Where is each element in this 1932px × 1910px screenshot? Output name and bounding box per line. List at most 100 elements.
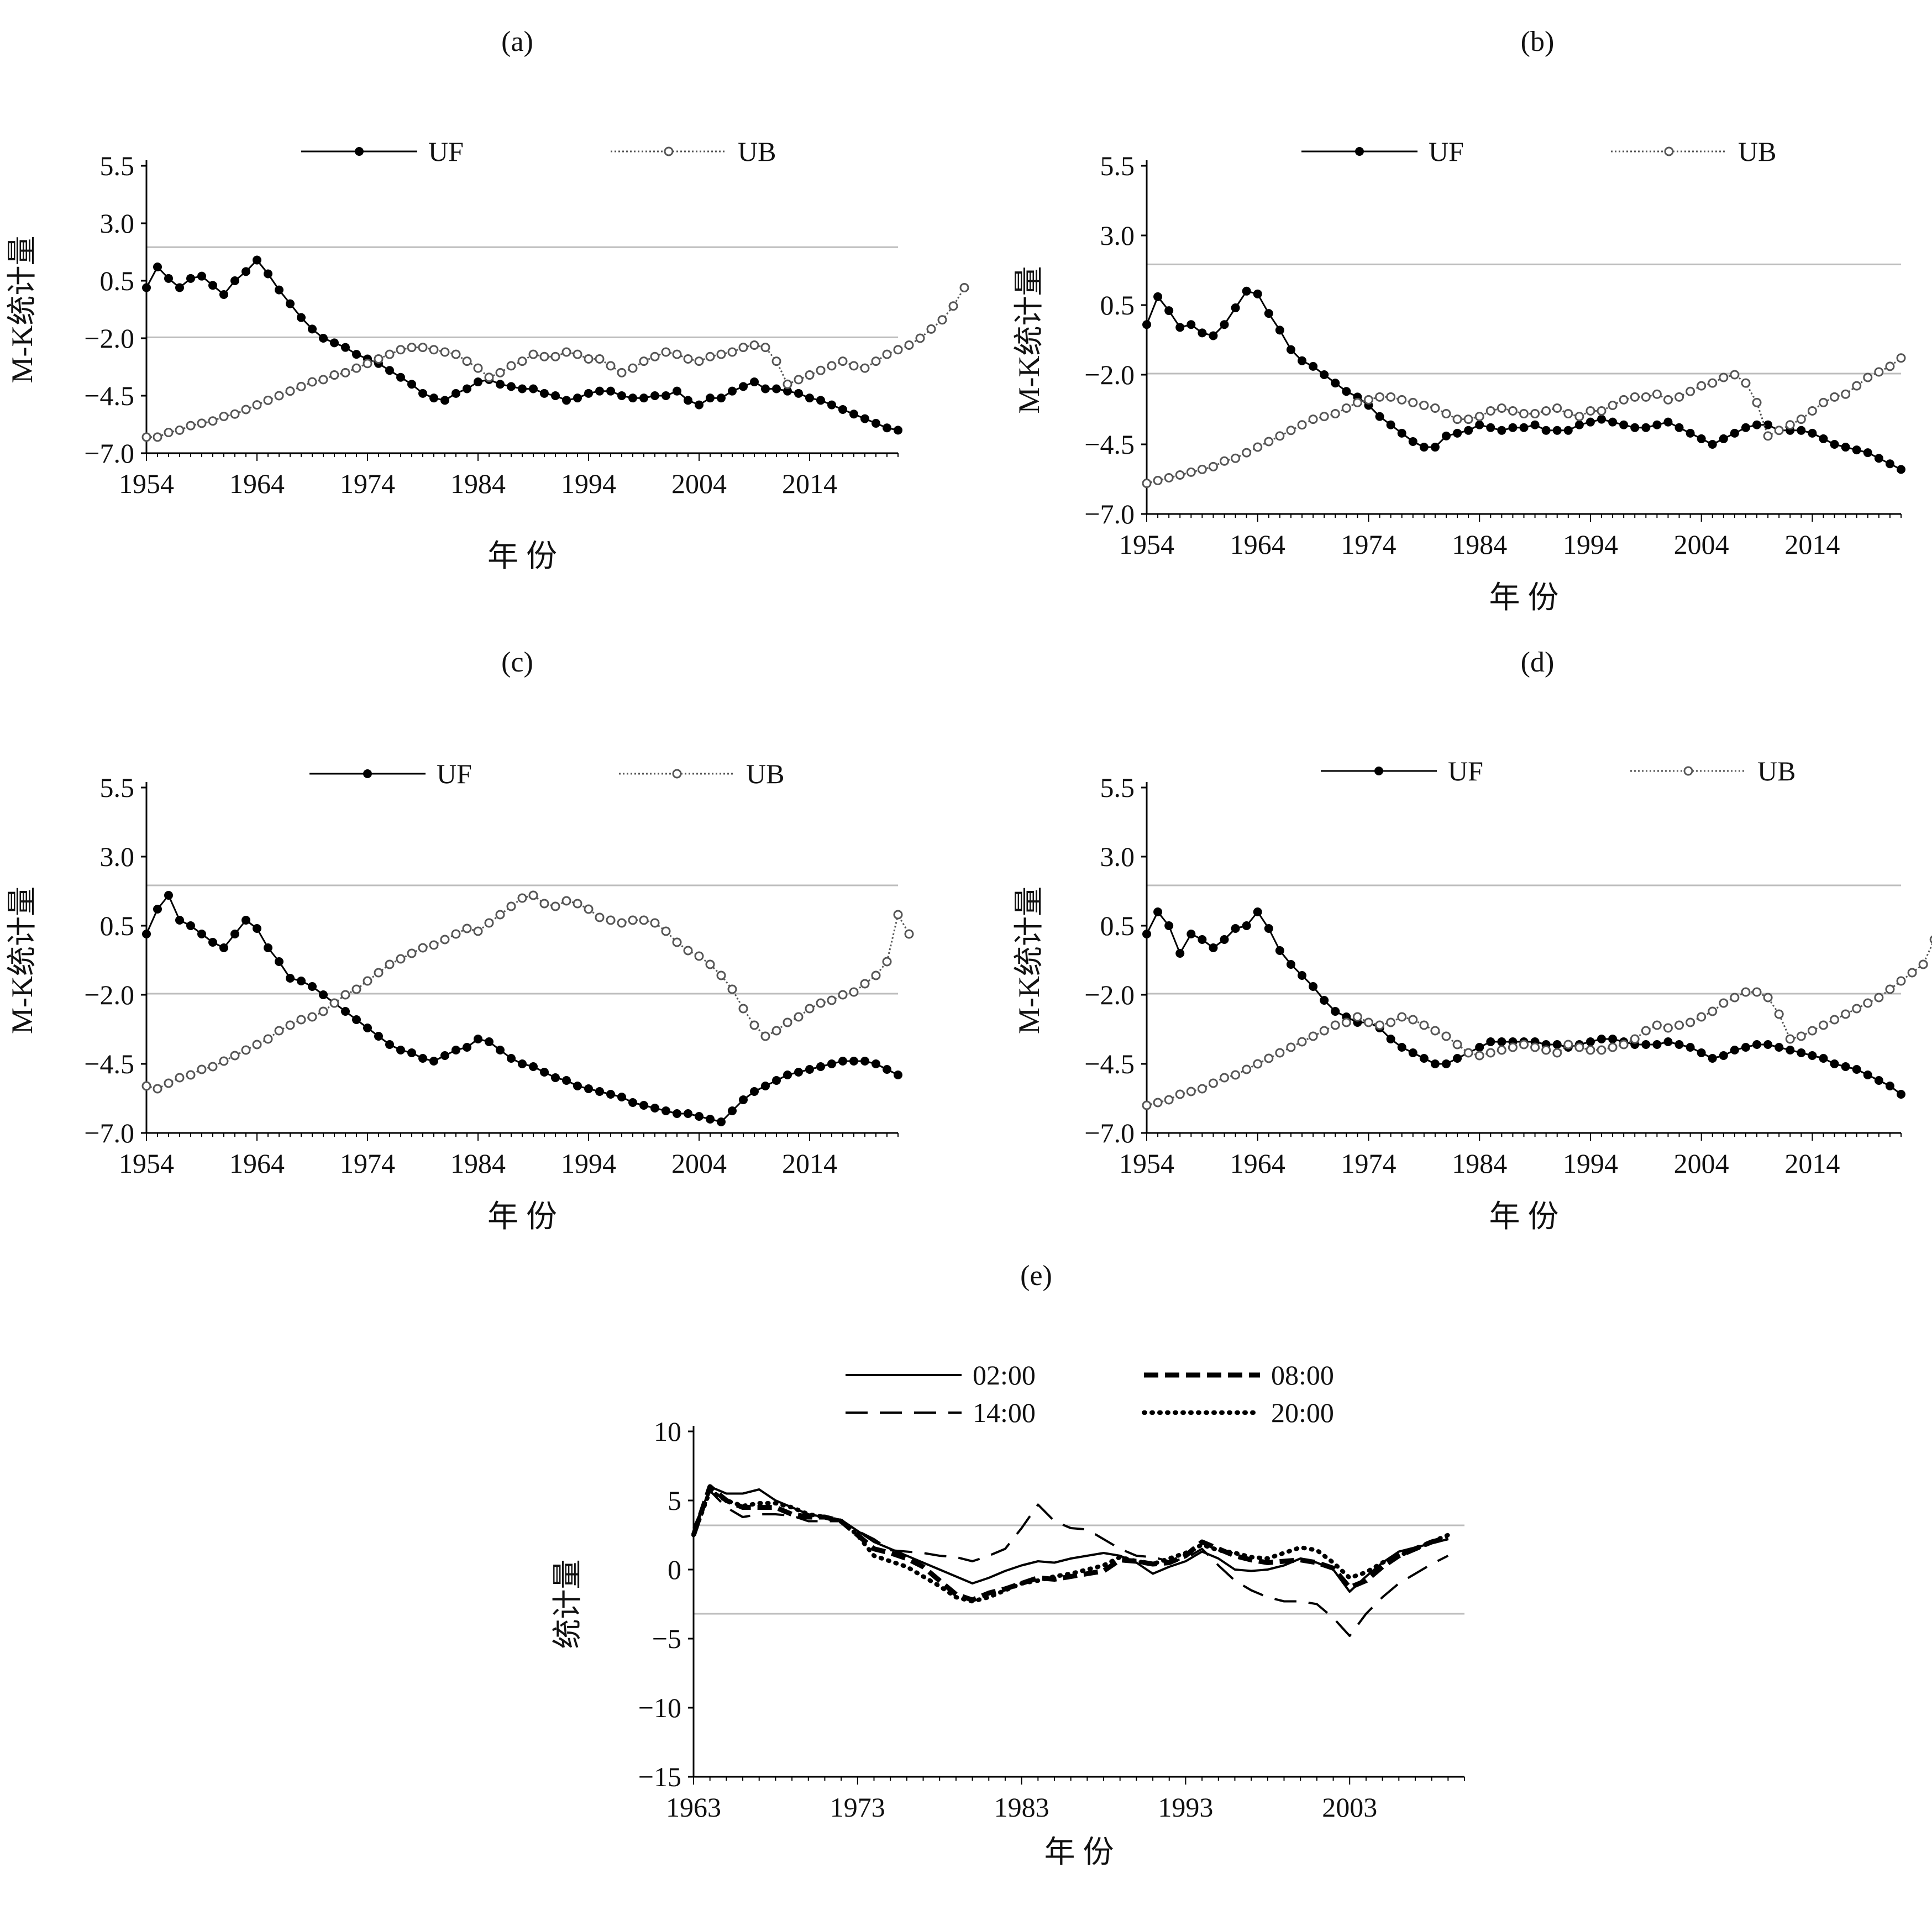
x-tick-label: 2014 xyxy=(1784,1148,1840,1179)
data-point xyxy=(230,1051,240,1061)
data-point xyxy=(518,384,527,393)
data-point xyxy=(1874,454,1883,463)
data-point xyxy=(1309,982,1318,991)
data-point xyxy=(1597,414,1607,424)
data-point xyxy=(1663,1023,1673,1033)
data-point xyxy=(672,937,682,947)
data-point xyxy=(1686,428,1695,438)
data-point xyxy=(429,1057,438,1066)
data-point xyxy=(1929,935,1932,944)
x-axis-title: 年 份 xyxy=(487,1200,557,1234)
x-tick-label: 1974 xyxy=(1341,529,1396,560)
legend-marker xyxy=(363,769,372,778)
data-point xyxy=(838,405,847,414)
data-point xyxy=(849,1057,858,1066)
data-point xyxy=(1397,1043,1406,1052)
data-point xyxy=(1153,907,1163,916)
x-tick-label: 1994 xyxy=(561,1148,616,1179)
data-point xyxy=(783,379,792,389)
data-point xyxy=(1841,1009,1851,1019)
data-point xyxy=(650,391,659,400)
data-point xyxy=(573,899,582,909)
data-point xyxy=(694,356,704,366)
data-point xyxy=(1375,412,1384,421)
data-point xyxy=(1674,1040,1684,1049)
y-tick-label: 0.5 xyxy=(1100,910,1135,941)
data-point xyxy=(551,1073,560,1082)
data-point xyxy=(1674,392,1684,402)
data-point xyxy=(1186,1087,1196,1096)
y-tick-label: 3.0 xyxy=(1100,220,1135,251)
data-point xyxy=(242,916,250,925)
data-point xyxy=(484,918,494,928)
data-point xyxy=(1220,1073,1230,1083)
data-point xyxy=(838,356,848,366)
data-point xyxy=(1142,320,1151,329)
data-point xyxy=(1142,1100,1152,1110)
data-point xyxy=(385,366,394,375)
data-point xyxy=(1674,423,1684,432)
data-point xyxy=(871,970,881,980)
y-tick-label: −2.0 xyxy=(84,979,134,1010)
y-tick-label: −10 xyxy=(638,1692,681,1723)
y-axis-title: 统计量 xyxy=(551,1560,584,1649)
data-point xyxy=(783,1071,792,1079)
data-point xyxy=(628,363,638,373)
data-point xyxy=(1453,428,1462,438)
data-point xyxy=(1708,378,1718,388)
legend-label: 14:00 xyxy=(973,1397,1036,1428)
data-point xyxy=(1153,292,1163,301)
data-point xyxy=(219,1056,229,1066)
data-point xyxy=(771,356,781,366)
data-point xyxy=(639,1101,648,1110)
data-point xyxy=(639,356,649,366)
data-point xyxy=(329,998,339,1008)
data-point xyxy=(872,1059,880,1068)
series-line-14-00 xyxy=(692,1489,1449,1637)
data-point xyxy=(1741,378,1751,388)
data-point xyxy=(1319,412,1329,422)
y-tick-label: 0.5 xyxy=(1100,290,1135,321)
data-point xyxy=(452,1046,460,1054)
data-point xyxy=(1275,326,1284,335)
data-point xyxy=(628,393,637,403)
x-axis-title: 年 份 xyxy=(1044,1835,1114,1870)
data-point xyxy=(297,313,306,322)
data-point xyxy=(363,1024,372,1032)
panel-label: (e) xyxy=(1020,1260,1052,1292)
data-point xyxy=(872,418,880,428)
data-point xyxy=(452,389,460,398)
data-point xyxy=(242,267,250,276)
data-point xyxy=(805,1065,814,1074)
data-point xyxy=(285,386,295,396)
data-point xyxy=(1275,946,1284,955)
data-point xyxy=(1896,353,1906,363)
data-point xyxy=(1186,467,1196,477)
data-point xyxy=(263,395,273,405)
x-tick-label: 1993 xyxy=(1158,1792,1213,1823)
legend-marker xyxy=(355,147,364,156)
data-point xyxy=(849,410,858,419)
data-point xyxy=(1818,1020,1828,1030)
data-point xyxy=(1375,392,1385,402)
data-point xyxy=(517,356,527,366)
data-point xyxy=(760,343,770,353)
data-point xyxy=(1264,1053,1274,1063)
data-point xyxy=(1264,309,1273,318)
data-point xyxy=(230,409,240,419)
data-point xyxy=(628,1098,637,1107)
data-point xyxy=(550,351,560,361)
data-point xyxy=(717,1117,726,1126)
data-point xyxy=(959,282,969,292)
data-point xyxy=(418,943,428,953)
x-axis-title: 年 份 xyxy=(1489,1200,1559,1234)
data-point xyxy=(749,1020,759,1030)
data-point xyxy=(1830,392,1840,402)
data-point xyxy=(772,1076,781,1085)
data-point xyxy=(771,1026,781,1036)
data-point xyxy=(1574,1042,1584,1052)
data-point xyxy=(1430,1026,1440,1036)
series-line-08-00 xyxy=(691,1484,1449,1603)
data-point xyxy=(286,974,295,983)
